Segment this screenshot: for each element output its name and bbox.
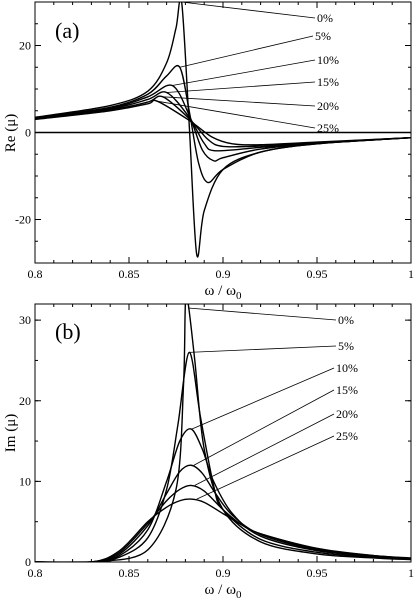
annotation-label-a-0: 0% xyxy=(317,11,333,25)
annotation-label-a-3: 15% xyxy=(317,75,339,89)
annotation-label-a-4: 20% xyxy=(317,99,339,113)
annotation-leader-b-1 xyxy=(189,345,337,353)
annotations-a: 0% 5% 10% 15% 20% 25% xyxy=(157,1,339,135)
y-tick-label-b-2: 20 xyxy=(19,394,31,408)
annotation-label-b-0: 0% xyxy=(338,313,354,327)
annotation-leader-a-2 xyxy=(172,59,316,86)
x-axis-label-a-main: ω / ω xyxy=(205,283,237,299)
series-b-4 xyxy=(35,484,411,562)
x-ticks-b: 0.8 0.85 0.9 0.95 1 xyxy=(28,304,414,580)
y-tick-label-b-3: 30 xyxy=(19,313,31,327)
panel-label-b: (b) xyxy=(55,319,81,344)
x-axis-label-a-sub: 0 xyxy=(236,290,242,302)
x-axis-label-b: ω / ω0 xyxy=(205,582,242,601)
x-tick-label-a-1: 0.85 xyxy=(119,267,140,281)
annotation-leader-a-4 xyxy=(162,96,316,107)
x-axis-label-a: ω / ω0 xyxy=(205,283,242,302)
series-b-2 xyxy=(35,428,411,562)
y-tick-label-a-2: 20 xyxy=(19,39,31,53)
y-ticks-b: 0 10 20 30 xyxy=(19,313,411,569)
annotation-label-a-1: 5% xyxy=(315,29,331,43)
series-b-1 xyxy=(35,351,411,562)
x-tick-label-b-4: 1 xyxy=(408,566,414,580)
x-axis-label-b-sub: 0 xyxy=(236,589,242,601)
y-tick-label-a-1: 0 xyxy=(25,126,31,140)
y-axis-label-a: Re (μ) xyxy=(3,114,19,152)
y-ticks-a: -20 0 20 xyxy=(15,1,411,264)
y-tick-label-b-1: 10 xyxy=(19,474,31,488)
y-tick-label-a-0: -20 xyxy=(15,213,31,227)
annotation-leader-b-0 xyxy=(188,307,337,321)
annotation-label-a-2: 10% xyxy=(317,53,339,67)
annotation-leader-a-5 xyxy=(157,100,316,129)
panel-label-a: (a) xyxy=(55,18,79,43)
x-tick-label-b-0: 0.8 xyxy=(28,566,43,580)
series-b-3 xyxy=(35,464,411,562)
series-a-4 xyxy=(35,95,411,148)
x-tick-label-b-2: 0.9 xyxy=(216,566,231,580)
curves-b xyxy=(35,304,411,562)
x-tick-label-b-1: 0.85 xyxy=(119,566,140,580)
annotation-label-b-5: 25% xyxy=(336,429,358,443)
x-tick-label-a-2: 0.9 xyxy=(216,267,231,281)
series-b-0 xyxy=(35,304,411,562)
x-axis-label-b-main: ω / ω xyxy=(205,582,237,598)
annotation-leader-a-0 xyxy=(181,1,316,19)
panel-b: 0.8 0.85 0.9 0.95 1 0 10 20 30 0% 5% 10% 15% 20% 25%… xyxy=(3,303,414,601)
annotation-label-a-5: 25% xyxy=(317,121,339,135)
series-a-2 xyxy=(35,84,411,162)
x-tick-label-a-3: 0.95 xyxy=(307,267,328,281)
y-axis-label-b: Im (μ) xyxy=(3,414,19,452)
annotation-leader-b-3 xyxy=(193,389,335,466)
annotation-label-b-2: 10% xyxy=(336,361,358,375)
series-b-5 xyxy=(35,498,411,562)
annotation-leader-a-1 xyxy=(179,35,314,68)
x-tick-label-a-0: 0.8 xyxy=(28,267,43,281)
series-a-5 xyxy=(35,99,411,146)
annotation-label-b-1: 5% xyxy=(338,339,354,353)
x-tick-label-b-3: 0.95 xyxy=(307,566,328,580)
annotation-label-b-4: 20% xyxy=(336,407,358,421)
series-a-1 xyxy=(35,64,411,184)
annotation-leader-b-5 xyxy=(196,435,335,500)
annotation-leader-b-2 xyxy=(191,367,335,430)
annotation-label-b-3: 15% xyxy=(336,383,358,397)
annotation-leader-a-3 xyxy=(166,81,316,93)
annotations-b: 0% 5% 10% 15% 20% 25% xyxy=(188,307,358,500)
y-tick-label-b-0: 0 xyxy=(25,555,31,569)
annotation-leader-b-4 xyxy=(194,413,335,486)
x-tick-label-a-4: 1 xyxy=(408,267,414,281)
curves-a xyxy=(35,2,411,258)
series-a-0 xyxy=(35,2,411,258)
